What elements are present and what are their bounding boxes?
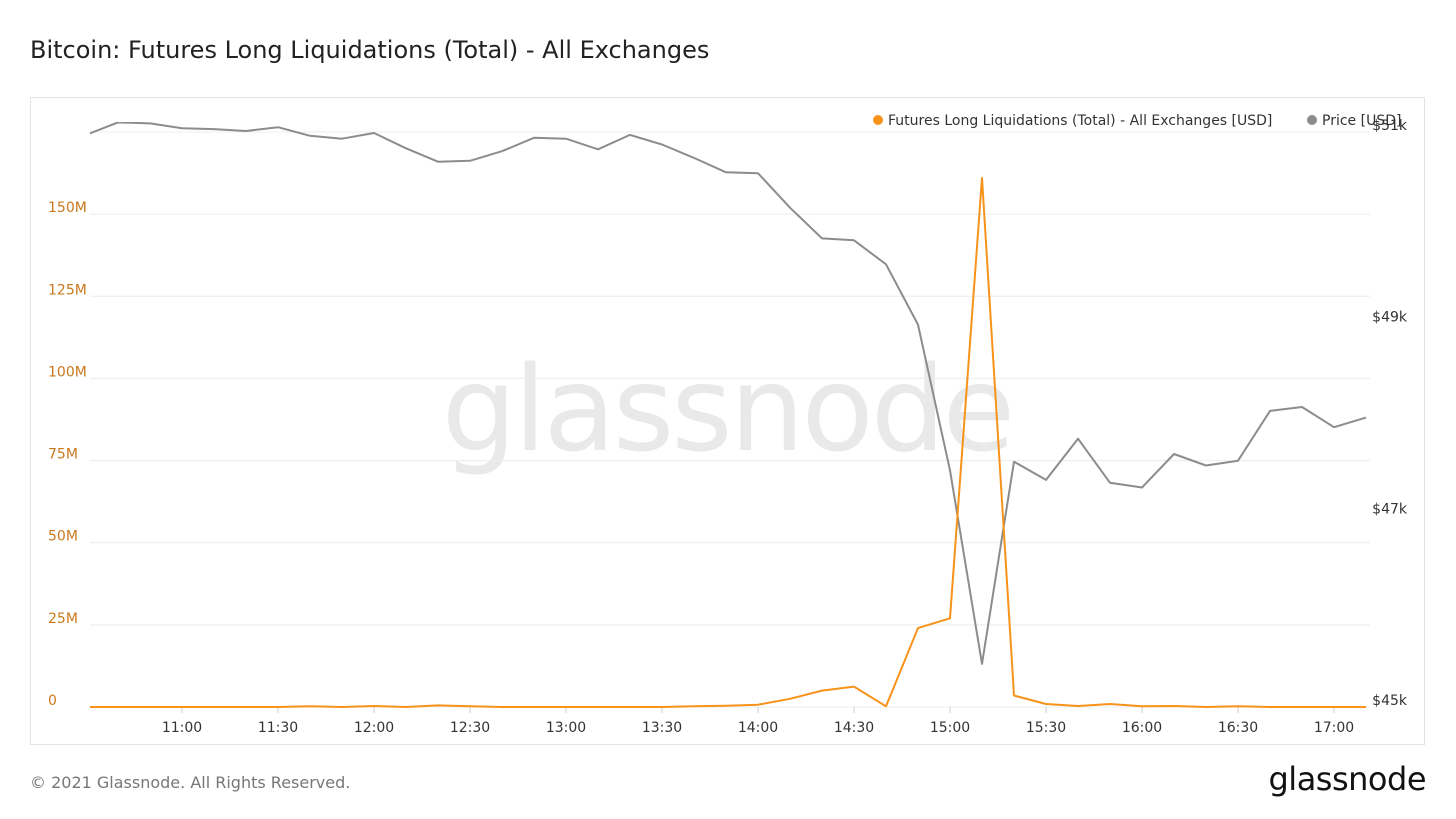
right-tick-label: $47k	[1372, 501, 1408, 517]
left-tick-label: 150M	[48, 200, 87, 216]
left-tick-label: 0	[48, 693, 57, 709]
legend-label-liquidations[interactable]: Futures Long Liquidations (Total) - All …	[888, 113, 1272, 129]
right-tick-label: $51k	[1372, 118, 1408, 134]
x-tick-label: 17:00	[1314, 720, 1354, 736]
x-tick-label: 14:00	[738, 720, 778, 736]
chart-title: Bitcoin: Futures Long Liquidations (Tota…	[30, 36, 710, 64]
right-tick-label: $45k	[1372, 693, 1408, 709]
chart-frame	[30, 97, 1425, 745]
legend[interactable]: Futures Long Liquidations (Total) - All …	[873, 113, 1401, 129]
left-tick-label: 25M	[48, 611, 78, 627]
right-axis-ticks: $45k $47k $49k $51k	[1372, 118, 1408, 709]
legend-marker-price	[1307, 115, 1317, 125]
x-tick-label: 15:00	[930, 720, 970, 736]
legend-marker-liquidations	[873, 115, 883, 125]
x-axis-ticks: 11:00 11:30 12:00 12:30 13:00 13:30 14:00 14:30…	[162, 707, 1354, 736]
x-tick-label: 16:30	[1218, 720, 1258, 736]
copyright-text: © 2021 Glassnode. All Rights Reserved.	[30, 773, 351, 792]
x-tick-label: 14:30	[834, 720, 874, 736]
watermark-logo: glassnode	[442, 340, 1012, 478]
x-tick-label: 12:30	[450, 720, 490, 736]
x-tick-label: 15:30	[1026, 720, 1066, 736]
x-tick-label: 13:00	[546, 720, 586, 736]
right-tick-label: $49k	[1372, 310, 1408, 326]
x-tick-label: 16:00	[1122, 720, 1162, 736]
left-axis-ticks: 0 25M 50M 75M 100M 125M 150M	[48, 200, 87, 709]
left-tick-label: 50M	[48, 529, 78, 545]
series-line-price	[90, 122, 1367, 665]
left-tick-label: 75M	[48, 447, 78, 463]
x-tick-label: 12:00	[354, 720, 394, 736]
series-line-liquidations	[90, 177, 1366, 708]
series-layer	[90, 122, 1367, 708]
brand-logo[interactable]: glassnode	[1268, 760, 1426, 798]
left-tick-label: 100M	[48, 364, 87, 380]
legend-label-price[interactable]: Price [USD]	[1322, 113, 1401, 129]
left-tick-label: 125M	[48, 282, 87, 298]
x-tick-label: 11:00	[162, 720, 202, 736]
x-tick-label: 13:30	[642, 720, 682, 736]
x-tick-label: 11:30	[258, 720, 298, 736]
